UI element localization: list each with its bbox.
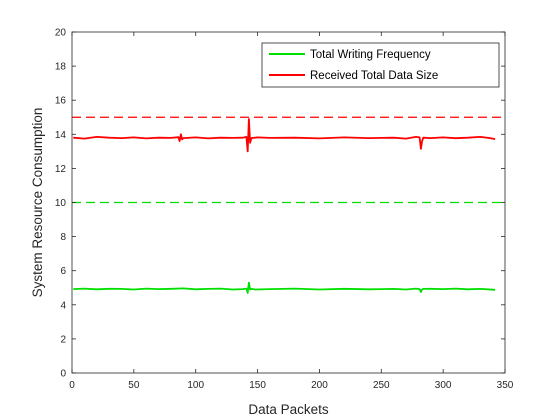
y-tick-label: 16	[55, 96, 67, 107]
legend-label-total-writing-frequency: Total Writing Frequency	[310, 49, 431, 61]
y-tick-label: 18	[55, 62, 67, 73]
y-tick-label: 4	[60, 300, 66, 311]
y-tick-label: 20	[55, 28, 67, 39]
y-tick-label: 6	[60, 266, 66, 277]
y-tick-label: 14	[55, 130, 67, 141]
series-lines	[73, 118, 496, 294]
y-axis: 0 2 4 6 8 10 12 14 16 18 20	[55, 28, 505, 380]
x-tick-label: 250	[373, 380, 390, 391]
legend: Total Writing Frequency Received Total D…	[261, 42, 500, 88]
y-tick-label: 0	[60, 369, 66, 380]
x-tick-label: 100	[187, 380, 204, 391]
x-axis: 0 50 100 150 200 250 300 350	[69, 32, 514, 391]
series-line-received-total-data-size	[73, 118, 496, 153]
y-tick-label: 8	[60, 232, 66, 243]
series-line-total-writing-frequency	[73, 281, 496, 294]
legend-label-received-total-data-size: Received Total Data Size	[310, 70, 438, 82]
x-tick-label: 300	[435, 380, 452, 391]
x-tick-label: 200	[311, 380, 328, 391]
reference-lines	[72, 116, 505, 204]
x-tick-label: 0	[69, 380, 75, 391]
legend-box	[261, 42, 500, 88]
y-tick-label: 10	[55, 198, 67, 209]
x-axis-label: Data Packets	[248, 402, 329, 417]
x-tick-label: 50	[128, 380, 140, 391]
x-tick-label: 150	[249, 380, 266, 391]
y-tick-label: 12	[55, 164, 67, 175]
y-axis-label: System Resource Consumption	[30, 108, 45, 298]
y-tick-label: 2	[60, 334, 66, 345]
x-tick-label: 350	[497, 380, 514, 391]
